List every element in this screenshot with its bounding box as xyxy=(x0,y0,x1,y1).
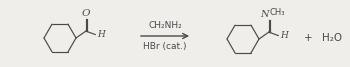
Text: CH₃: CH₃ xyxy=(270,8,285,17)
Text: H₂O: H₂O xyxy=(322,33,342,43)
Text: H: H xyxy=(97,30,105,39)
Text: CH₂NH₂: CH₂NH₂ xyxy=(148,22,182,30)
Text: H: H xyxy=(280,31,288,40)
Text: +: + xyxy=(304,33,312,43)
Text: HBr (cat.): HBr (cat.) xyxy=(143,42,187,52)
Text: N: N xyxy=(260,10,268,19)
Text: O: O xyxy=(82,9,90,18)
